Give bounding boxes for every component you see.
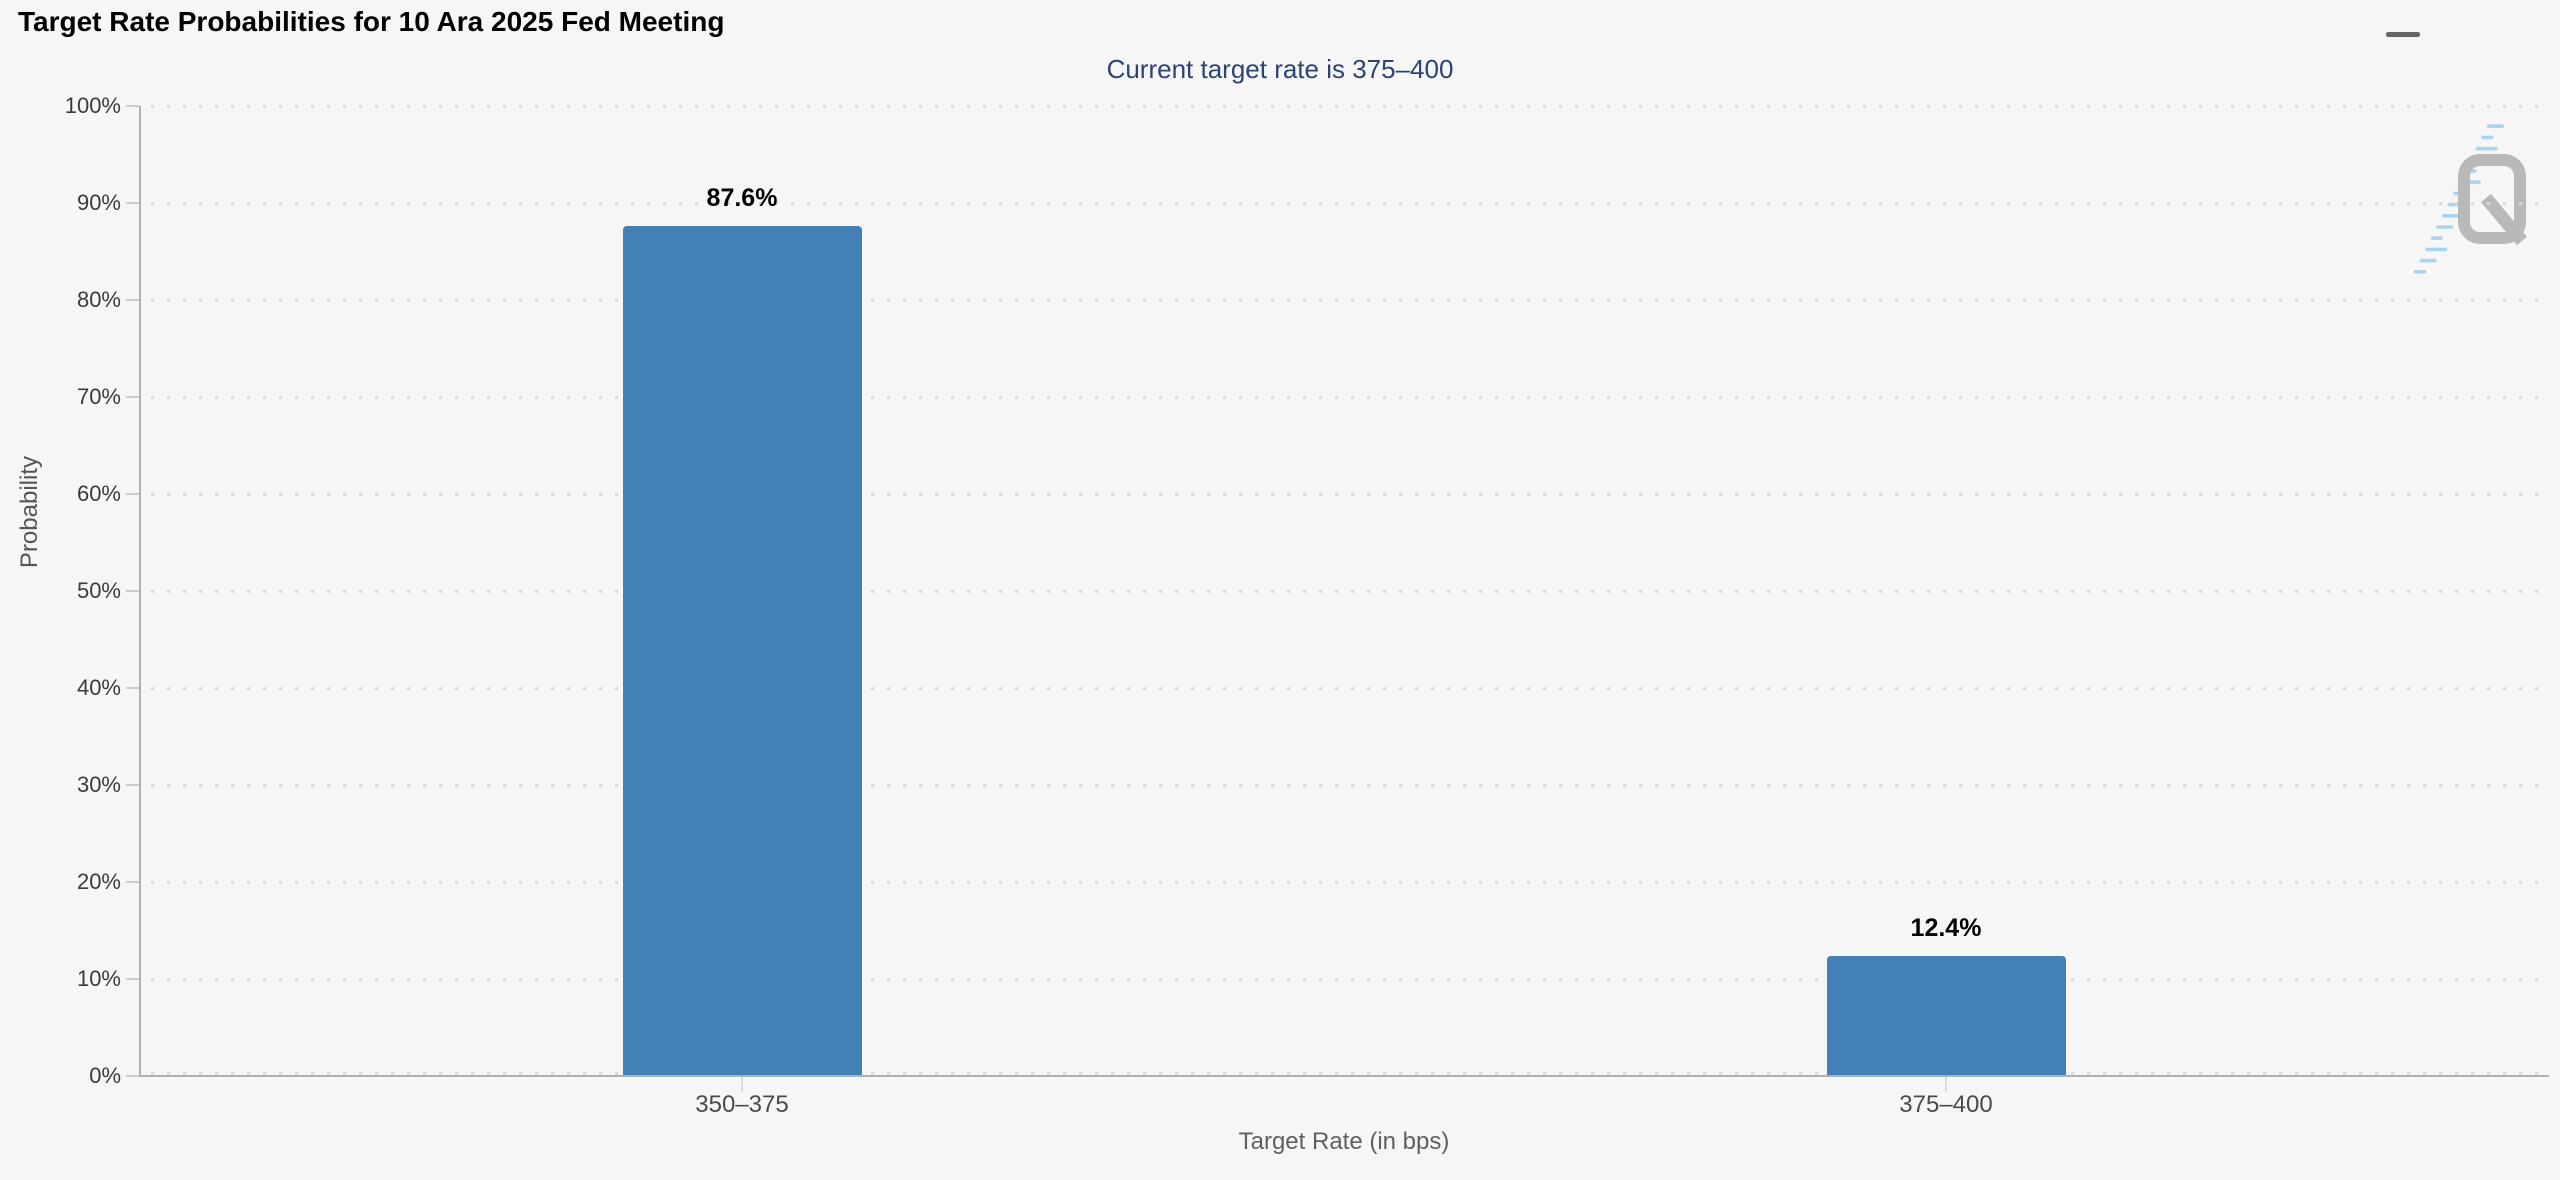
y-axis-tick xyxy=(126,881,139,883)
y-axis-tick-label: 0% xyxy=(89,1063,121,1088)
y-axis-tick-label: 90% xyxy=(76,190,121,215)
y-axis-tick-label: 50% xyxy=(76,578,121,603)
y-axis-tick xyxy=(126,978,139,980)
gridline-90% xyxy=(151,202,2548,205)
y-axis-tick xyxy=(126,299,139,301)
y-axis-tick xyxy=(126,590,139,592)
gridline-20% xyxy=(151,881,2548,884)
y-axis-tick xyxy=(126,784,139,786)
y-axis-line xyxy=(139,106,141,1076)
probability-bar[interactable] xyxy=(623,226,862,1076)
x-axis-category-label: 350–375 xyxy=(695,1091,789,1118)
x-axis-tick xyxy=(741,1077,743,1093)
gridline-10% xyxy=(151,978,2548,981)
gridline-70% xyxy=(151,396,2548,399)
y-axis-tick-label: 20% xyxy=(76,869,121,894)
gridline-40% xyxy=(151,687,2548,690)
y-axis-tick-label: 10% xyxy=(76,966,121,991)
y-axis-title: Probability xyxy=(16,456,43,569)
y-axis-tick xyxy=(126,202,139,204)
y-axis-tick xyxy=(126,1075,139,1077)
x-axis-title: Target Rate (in bps) xyxy=(1238,1128,1450,1155)
y-axis-tick-label: 40% xyxy=(76,675,121,700)
gridline-30% xyxy=(151,784,2548,787)
gridline-80% xyxy=(151,299,2548,302)
y-axis-tick xyxy=(126,396,139,398)
probability-bar[interactable] xyxy=(1827,955,2066,1076)
y-axis-tick-label: 30% xyxy=(76,772,121,797)
x-axis-line xyxy=(139,1075,2549,1077)
x-axis-tick xyxy=(1945,1077,1947,1093)
gridline-0% xyxy=(151,1072,2548,1075)
bar-data-label: 87.6% xyxy=(706,184,778,213)
y-axis-tick-label: 60% xyxy=(76,481,121,506)
y-axis-tick-label: 100% xyxy=(64,93,121,118)
chart-context-menu-button[interactable] xyxy=(2386,17,2542,51)
gridline-50% xyxy=(151,590,2548,593)
gridline-100% xyxy=(151,105,2548,108)
y-axis-tick xyxy=(126,105,139,107)
chart-subtitle: Current target rate is 375–400 xyxy=(1106,54,1454,84)
y-axis-tick xyxy=(126,687,139,689)
x-axis-category-label: 375–400 xyxy=(1899,1091,1993,1118)
chart-title: Target Rate Probabilities for 10 Ara 202… xyxy=(18,6,725,37)
bar-data-label: 12.4% xyxy=(1910,913,1982,942)
y-axis-tick-label: 80% xyxy=(76,287,121,312)
gridline-60% xyxy=(151,493,2548,496)
y-axis-tick xyxy=(126,493,139,495)
y-axis-tick-label: 70% xyxy=(76,384,121,409)
